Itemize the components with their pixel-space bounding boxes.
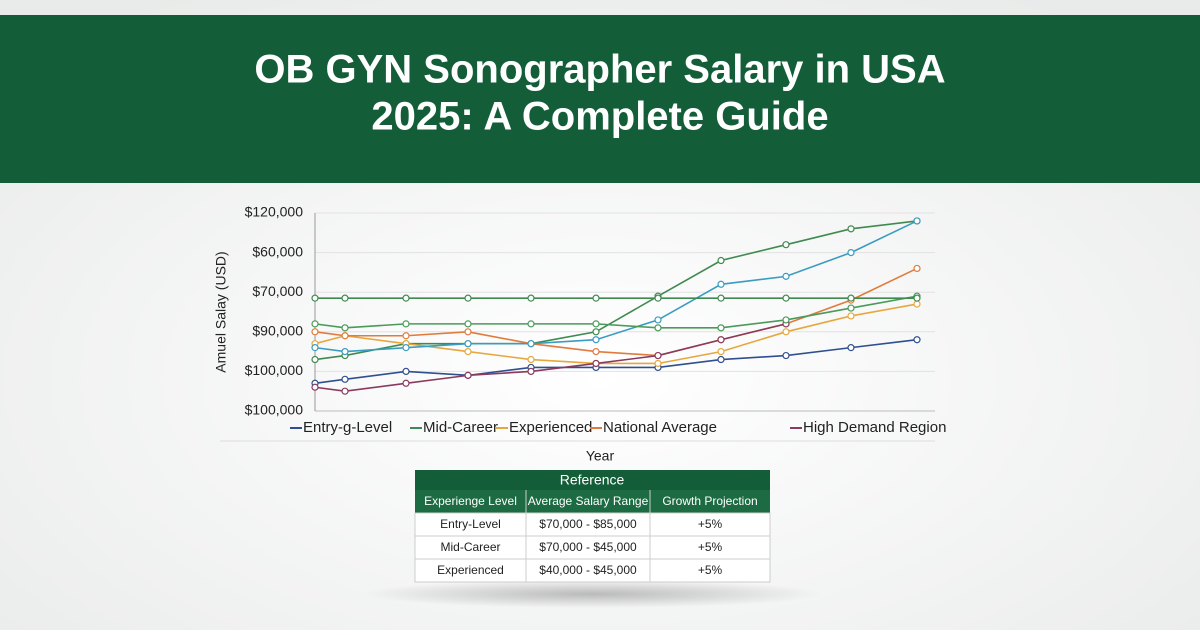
point	[913, 294, 921, 302]
point	[402, 379, 410, 387]
point	[847, 344, 855, 352]
table: Reference Experienge Level Average Salary …	[414, 470, 771, 583]
point	[527, 294, 535, 302]
point	[341, 387, 349, 395]
legend-label: Experienced	[509, 419, 592, 436]
table-header-cell: Average Salary Range	[528, 494, 649, 508]
point	[311, 355, 319, 364]
y-tick-label: $120,000	[245, 204, 304, 220]
point	[527, 320, 535, 328]
point	[913, 300, 921, 308]
table-cell: +5%	[698, 540, 723, 554]
point	[592, 359, 600, 368]
point	[782, 272, 790, 280]
table-cell: $40,000 - $45,000	[539, 563, 637, 577]
table-cell: Mid-Career	[440, 540, 500, 554]
point	[717, 256, 725, 265]
point	[527, 340, 535, 348]
point	[717, 324, 725, 332]
x-axis-label: Year	[586, 448, 615, 464]
point	[717, 280, 725, 288]
legend-label: Entry-g-Level	[303, 419, 392, 436]
point	[847, 294, 855, 302]
y-axis-label: Amuel Salay (USD)	[213, 251, 229, 372]
table-cell: Entry-Level	[440, 517, 501, 531]
point	[782, 294, 790, 302]
point	[527, 367, 535, 375]
point	[717, 355, 725, 364]
point	[311, 320, 319, 328]
point	[717, 348, 725, 356]
point	[782, 351, 790, 360]
legend-label: Mid-Career	[423, 419, 498, 436]
point	[527, 355, 535, 364]
point	[847, 312, 855, 320]
table-cell: $70,000 - $45,000	[539, 540, 637, 554]
point	[402, 332, 410, 340]
point	[464, 371, 472, 379]
point	[654, 351, 662, 360]
point	[782, 328, 790, 336]
point	[311, 344, 319, 352]
point	[592, 320, 600, 328]
point	[592, 336, 600, 344]
y-tick-label: $100,000	[245, 402, 304, 418]
point	[464, 320, 472, 328]
point	[341, 294, 349, 302]
legend-label: High Demand Region	[803, 419, 946, 436]
point	[464, 328, 472, 336]
point	[717, 336, 725, 344]
table-title: Reference	[560, 472, 625, 488]
point	[402, 367, 410, 375]
y-tick-label: $90,000	[252, 323, 303, 339]
point	[654, 324, 662, 332]
table-cell: +5%	[698, 563, 723, 577]
table-header-bg	[415, 490, 770, 513]
point	[847, 304, 855, 312]
header-band	[0, 15, 1200, 183]
point	[464, 294, 472, 302]
point	[592, 348, 600, 356]
table-header-cell: Growth Projection	[662, 494, 757, 508]
table-cell: Experienced	[437, 563, 504, 577]
point	[913, 336, 921, 344]
table-title-bg	[415, 470, 770, 490]
point	[654, 316, 662, 324]
title-line: OB GYN Sonographer Salary in USA	[254, 48, 945, 92]
point	[402, 294, 410, 302]
table-header-cell: Experienge Level	[424, 494, 517, 508]
table-cell: $70,000 - $85,000	[539, 517, 637, 531]
point	[341, 375, 349, 383]
point	[592, 328, 600, 336]
point	[311, 328, 319, 336]
point	[341, 332, 349, 340]
point	[782, 316, 790, 324]
point	[402, 344, 410, 352]
point	[913, 264, 921, 273]
point	[654, 294, 662, 302]
point	[592, 294, 600, 302]
y-tick-label: $60,000	[252, 243, 303, 259]
table-cell: +5%	[698, 517, 723, 531]
point	[464, 340, 472, 348]
point	[402, 320, 410, 328]
point	[311, 294, 319, 302]
y-tick-label: $100,000	[245, 362, 304, 378]
legend-label: National Average	[603, 419, 717, 436]
table-row	[414, 558, 771, 583]
shadow	[362, 580, 822, 608]
point	[782, 241, 790, 249]
point	[913, 217, 921, 225]
y-tick-label: $70,000	[252, 283, 303, 299]
title-line: 2025: A Complete Guide	[371, 95, 828, 139]
point	[341, 348, 349, 356]
point	[464, 348, 472, 356]
point	[717, 294, 725, 302]
point	[847, 249, 855, 257]
point	[311, 383, 319, 391]
point	[847, 225, 855, 233]
point	[654, 359, 662, 368]
point	[341, 324, 349, 332]
